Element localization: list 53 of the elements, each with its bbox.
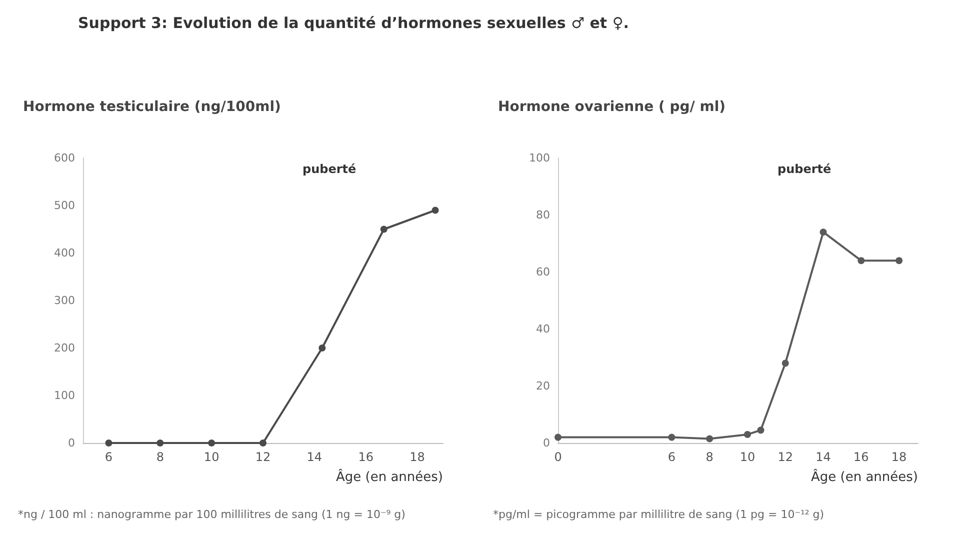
point bbox=[318, 344, 326, 352]
y-tick-label: 60 bbox=[536, 266, 550, 278]
x-tick-label: 10 bbox=[204, 450, 220, 464]
x-axis-title: Âge (en années) bbox=[336, 468, 443, 485]
x-tick-label: 18 bbox=[891, 450, 907, 464]
point bbox=[554, 434, 562, 441]
point bbox=[668, 434, 676, 441]
x-tick-label: 8 bbox=[156, 450, 164, 464]
x-tick-label: 14 bbox=[306, 450, 322, 464]
x-tick-label: 18 bbox=[410, 450, 425, 464]
x-tick-label: 0 bbox=[554, 450, 562, 464]
x-tick-label: 16 bbox=[854, 450, 869, 464]
x-tick-label: 12 bbox=[255, 450, 271, 464]
point bbox=[432, 206, 439, 214]
point bbox=[820, 228, 827, 236]
y-axis-title: Hormone testiculaire (ng/100ml) bbox=[23, 99, 281, 115]
point bbox=[757, 426, 764, 434]
x-tick-label: 6 bbox=[668, 450, 676, 464]
annotation: puberté bbox=[778, 162, 832, 176]
y-tick-label: 0 bbox=[543, 436, 550, 450]
x-tick-label: 8 bbox=[706, 450, 714, 464]
y-tick-label: 300 bbox=[54, 294, 75, 307]
y-tick-label: 40 bbox=[536, 322, 550, 336]
point bbox=[156, 440, 164, 446]
chart-title: Support 3: Evolution de la quantité d’hormones sexuelles ♂ et ♀. bbox=[77, 13, 630, 34]
point bbox=[896, 257, 903, 264]
point bbox=[260, 440, 266, 446]
y-tick-label: 100 bbox=[54, 389, 75, 402]
y-axis-title: Hormone ovarienne ( pg/ ml) bbox=[498, 99, 726, 115]
point bbox=[858, 257, 865, 264]
y-tick-label: 400 bbox=[54, 246, 75, 260]
y-tick-label: 20 bbox=[536, 380, 550, 392]
y-tick-label: 80 bbox=[536, 208, 550, 222]
y-tick-label: 600 bbox=[54, 152, 75, 164]
x-tick-label: 6 bbox=[104, 450, 113, 464]
point bbox=[380, 226, 388, 233]
x-axis-title: Âge (en années) bbox=[810, 468, 918, 485]
y-tick-label: 0 bbox=[68, 436, 75, 450]
x-tick-label: 10 bbox=[740, 450, 756, 464]
point bbox=[105, 440, 112, 446]
annotation: puberté bbox=[302, 162, 356, 176]
y-tick-label: 100 bbox=[529, 152, 550, 164]
x-tick-label: 12 bbox=[778, 450, 794, 464]
x-tick-label: 14 bbox=[816, 450, 831, 464]
y-tick-label: 200 bbox=[54, 342, 75, 354]
x-tick-label: 16 bbox=[358, 450, 374, 464]
point bbox=[744, 430, 751, 438]
point bbox=[208, 440, 216, 446]
point bbox=[706, 435, 714, 442]
text: *pg/ml = picogramme par millilitre de sang (1 pg = 10⁻¹² g) bbox=[493, 508, 824, 521]
text: *ng / 100 ml : nanogramme par 100 millilitres de sang (1 ng = 10⁻⁹ g) bbox=[18, 508, 406, 521]
point bbox=[782, 360, 789, 367]
y-tick-label: 500 bbox=[54, 199, 75, 212]
